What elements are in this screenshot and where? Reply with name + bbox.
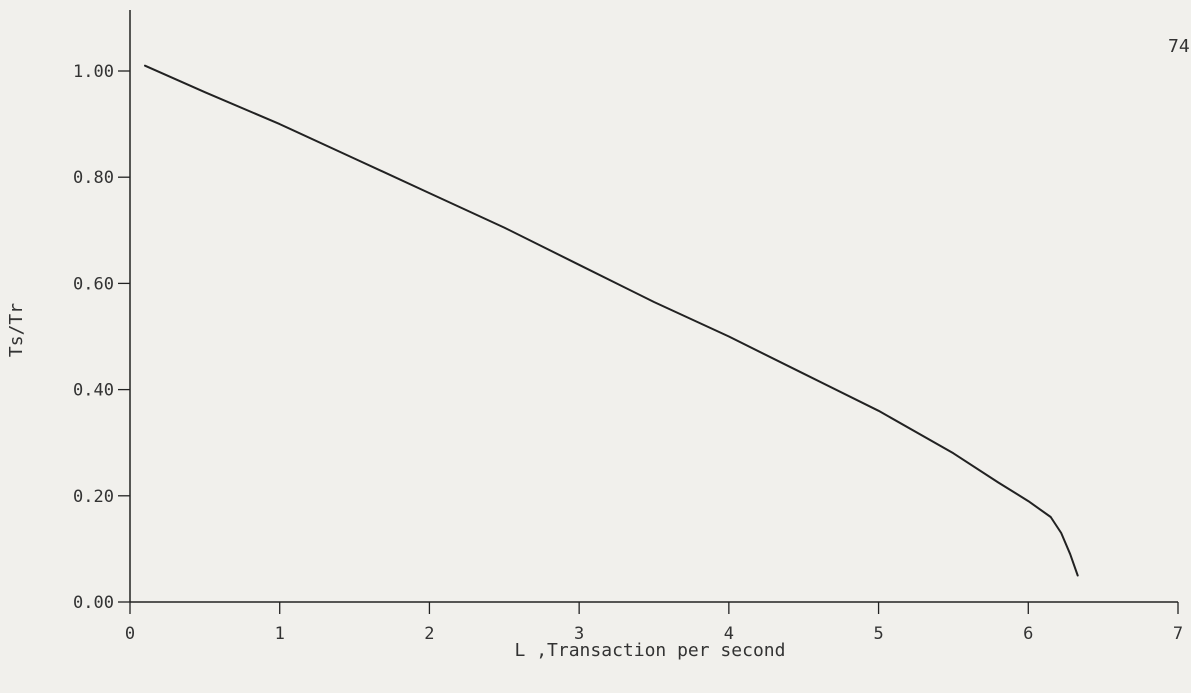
series-line-0 (144, 64, 1079, 577)
x-tick-label: 4 (724, 624, 734, 644)
y-tick-label: 0.80 (73, 168, 114, 188)
page-number: 74 (1168, 36, 1190, 57)
x-tick-label: 3 (574, 624, 584, 644)
x-tick-label: 1 (275, 624, 285, 644)
series-layer (144, 64, 1079, 577)
y-tick-label: 0.60 (73, 274, 114, 294)
x-tick-label: 2 (424, 624, 434, 644)
axes (129, 10, 1178, 603)
y-ticks: 0.00 0.20 0.40 0.60 0.80 1.00 (73, 62, 130, 613)
x-tick-label: 6 (1023, 624, 1033, 644)
y-tick-label: 0.40 (73, 381, 114, 401)
y-tick-label: 1.00 (73, 62, 114, 82)
y-tick-label: 0.00 (73, 593, 114, 613)
x-tick-label: 7 (1173, 624, 1183, 644)
x-ticks: 0 1 2 3 4 5 6 7 (125, 602, 1183, 644)
y-tick-label: 0.20 (73, 487, 114, 507)
x-tick-label: 0 (125, 624, 135, 644)
x-tick-label: 5 (873, 624, 883, 644)
y-axis-title: Ts/Tr (6, 303, 27, 357)
x-axis-title: L ,Transaction per second (515, 640, 786, 661)
